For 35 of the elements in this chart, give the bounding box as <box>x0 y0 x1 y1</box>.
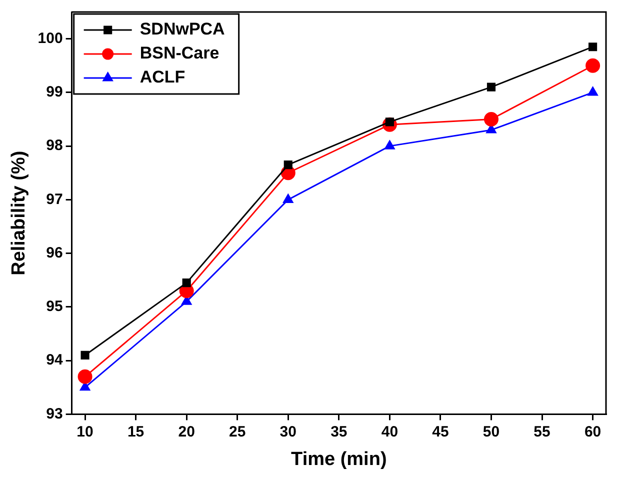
point <box>586 58 600 73</box>
x-tick-label: 30 <box>280 423 296 440</box>
point <box>78 369 92 384</box>
point <box>283 194 294 203</box>
y-axis-title: Reliability (%) <box>8 150 30 276</box>
y-tick-label: 99 <box>46 84 63 101</box>
x-tick-label: 20 <box>178 423 195 440</box>
y-tick-label: 93 <box>46 405 63 422</box>
y-tick-label: 97 <box>46 190 63 208</box>
x-tick-label: 50 <box>482 423 500 440</box>
x-tick-label: 10 <box>76 423 94 440</box>
y-tick-label: 96 <box>46 244 63 262</box>
point <box>80 350 90 360</box>
point <box>484 112 498 127</box>
x-tick-label: 60 <box>584 423 602 440</box>
legend-label: BSN-Care <box>140 44 220 63</box>
y-tick-label: 100 <box>38 30 63 47</box>
x-tick-label: 40 <box>381 423 398 440</box>
legend-label: ACLF <box>140 68 186 87</box>
x-axis-title: Time (min) <box>291 448 387 470</box>
x-tick-label: 55 <box>534 423 550 440</box>
y-tick-label: 98 <box>46 137 63 154</box>
point <box>384 140 395 150</box>
y-tick-label: 94 <box>46 352 64 369</box>
x-tick-label: 25 <box>229 423 246 440</box>
legend-label: SDNwPCA <box>140 20 225 39</box>
point <box>284 160 292 170</box>
point <box>486 82 496 92</box>
y-tick-label: 95 <box>46 298 63 316</box>
x-tick-label: 15 <box>127 423 144 440</box>
x-tick-label: 35 <box>330 423 348 440</box>
x-tick-label: 45 <box>432 423 449 440</box>
point <box>182 278 191 288</box>
point <box>588 42 598 52</box>
point <box>588 86 598 96</box>
